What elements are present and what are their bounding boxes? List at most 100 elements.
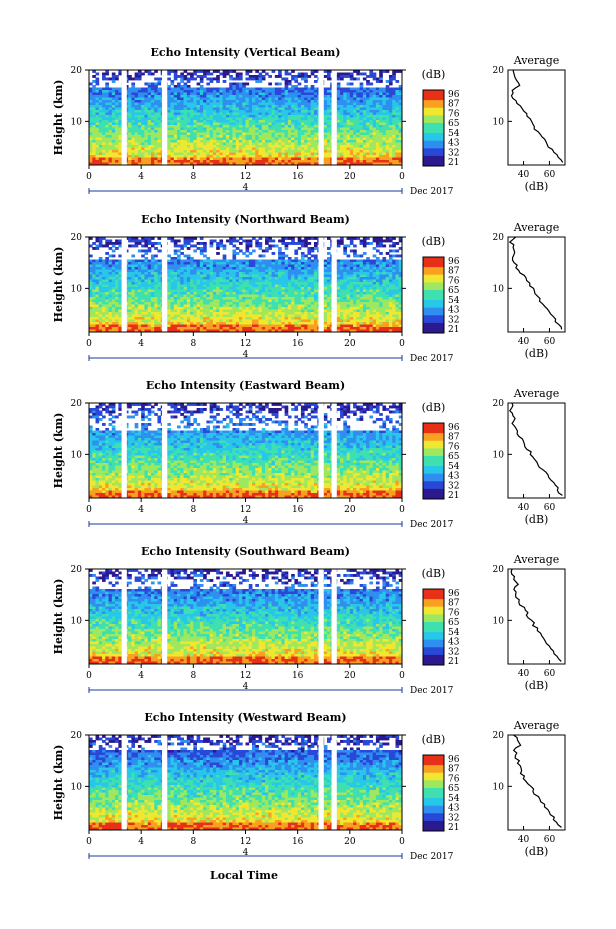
heatmap-cell: [252, 105, 256, 108]
heatmap-cell: [349, 274, 354, 278]
heatmap-cell: [340, 140, 344, 143]
heatmap-cell: [180, 150, 184, 153]
heatmap-cell: [248, 287, 253, 290]
heatmap-cell: [310, 85, 315, 88]
heatmap-cell: [392, 75, 396, 78]
heatmap-cell: [310, 142, 315, 146]
heatmap-cell: [304, 87, 308, 91]
heatmap-cell: [388, 87, 393, 91]
heatmap-cell: [392, 147, 396, 151]
heatmap-cell: [349, 112, 354, 116]
heatmap-cell: [193, 287, 197, 290]
heatmap-cell: [356, 95, 361, 98]
heatmap-cell: [362, 95, 367, 98]
heatmap-cell: [242, 239, 246, 243]
heatmap-cell: [297, 90, 302, 93]
heatmap-cell: [206, 147, 211, 151]
heatmap-cell: [327, 105, 331, 108]
heatmap-cell: [108, 254, 113, 258]
heatmap-cell: [304, 100, 308, 103]
heatmap-cell: [385, 264, 390, 268]
heatmap-cell: [395, 122, 400, 126]
heatmap-cell: [118, 262, 122, 265]
heatmap-cell: [336, 137, 341, 141]
heatmap-cell: [203, 282, 207, 285]
heatmap-cell: [336, 117, 341, 121]
heatmap-cell: [173, 259, 178, 263]
heatmap-cell: [353, 135, 357, 138]
heatmap-cell: [379, 274, 383, 278]
heatmap-cell: [203, 274, 207, 278]
heatmap-cell: [183, 70, 188, 73]
heatmap-cell: [92, 279, 96, 283]
heatmap-cell: [284, 105, 289, 108]
heatmap-cell: [131, 157, 136, 161]
heatmap-cell: [255, 90, 259, 93]
heatmap-cell: [379, 95, 383, 98]
heatmap-cell: [359, 122, 364, 126]
heatmap-cell: [255, 127, 259, 131]
heatmap-cell: [359, 95, 364, 98]
heatmap-cell: [297, 75, 302, 78]
heatmap-cell: [137, 160, 142, 163]
heatmap-cell: [167, 92, 171, 96]
heatmap-cell: [141, 262, 145, 265]
heatmap-cell: [177, 287, 181, 290]
heatmap-cell: [92, 137, 96, 141]
heatmap-cell: [238, 267, 243, 270]
heatmap-cell: [173, 242, 178, 245]
heatmap-cell: [150, 117, 155, 121]
heatmap-cell: [170, 120, 175, 123]
heatmap-cell: [102, 122, 106, 126]
heatmap-cell: [248, 75, 253, 78]
heatmap-cell: [108, 122, 113, 126]
heatmap-cell: [327, 272, 331, 275]
heatmap-cell: [310, 157, 315, 161]
heatmap-cell: [304, 97, 308, 101]
heatmap-cell: [229, 82, 233, 86]
heatmap-cell: [359, 112, 364, 116]
heatmap-cell: [167, 162, 171, 166]
heatmap-cell: [111, 284, 116, 288]
heatmap-cell: [199, 267, 204, 270]
heatmap-cell: [252, 269, 256, 273]
heatmap-cell: [343, 147, 347, 151]
heatmap-cell: [150, 145, 155, 148]
heatmap-cell: [395, 70, 400, 73]
heatmap-cell: [128, 140, 132, 143]
heatmap-cell: [258, 120, 263, 123]
heatmap-cell: [128, 155, 132, 158]
heatmap-cell: [141, 137, 145, 141]
heatmap-cell: [340, 284, 344, 288]
heatmap-cell: [212, 282, 217, 285]
heatmap-cell: [310, 145, 315, 148]
heatmap-cell: [190, 95, 194, 98]
heatmap-cell: [258, 259, 263, 263]
heatmap-cell: [150, 152, 155, 156]
heatmap-cell: [209, 77, 214, 81]
heatmap-cell: [225, 150, 230, 153]
heatmap-cell: [186, 112, 191, 116]
heatmap-cell: [310, 87, 315, 91]
heatmap-cell: [167, 264, 171, 268]
heatmap-cell: [118, 140, 122, 143]
heatmap-cell: [232, 140, 237, 143]
heatmap-cell: [229, 112, 233, 116]
heatmap-cell: [238, 140, 243, 143]
heatmap-cell: [349, 95, 354, 98]
heatmap-cell: [392, 242, 396, 245]
heatmap-cell: [229, 262, 233, 265]
heatmap-cell: [346, 110, 351, 113]
heatmap-cell: [232, 70, 237, 73]
heatmap-cell: [284, 242, 289, 245]
heatmap-cell: [242, 115, 246, 118]
heatmap-cell: [395, 112, 400, 116]
heatmap-cell: [258, 289, 263, 293]
heatmap-cell: [170, 274, 175, 278]
heatmap-cell: [147, 279, 152, 283]
heatmap-cell: [297, 122, 302, 126]
colorbar-tick-label: 87: [448, 100, 460, 110]
heatmap-cell: [392, 287, 396, 290]
heatmap-cell: [258, 254, 263, 258]
heatmap-cell: [261, 87, 266, 91]
